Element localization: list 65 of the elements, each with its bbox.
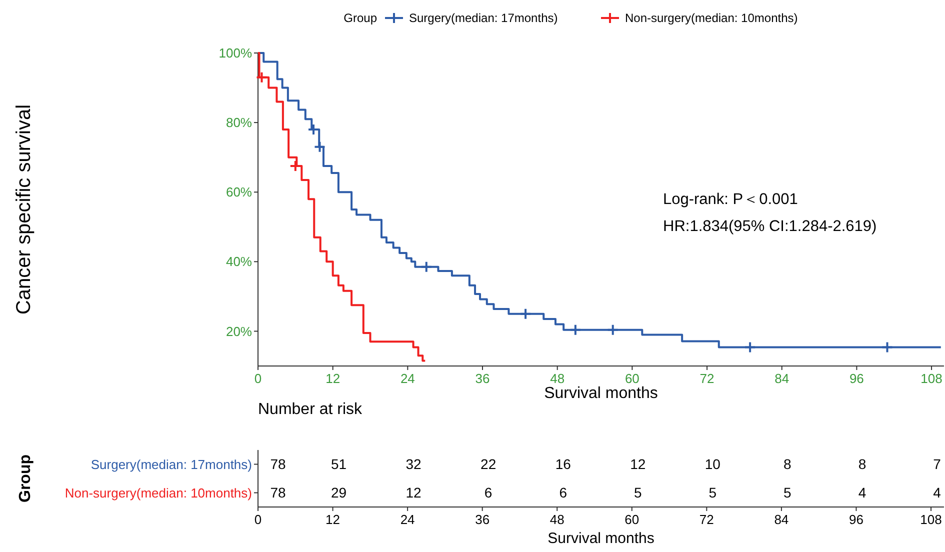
annotation: Log-rank: P＜0.001 xyxy=(663,191,798,208)
annotation: HR:1.834(95% CI:1.284-2.619) xyxy=(663,218,877,235)
data-label: 51 xyxy=(330,456,347,472)
data-label: 7 xyxy=(933,456,942,472)
point xyxy=(744,341,756,354)
data-label: 32 xyxy=(406,456,422,472)
x-tick-label: 60 xyxy=(624,371,640,386)
x-tick-label: 96 xyxy=(849,371,864,386)
point xyxy=(314,140,326,153)
y-tick-label: Non-surgery(median: 10months) xyxy=(64,485,252,500)
x-tick-label: 24 xyxy=(400,512,415,527)
x-tick-label: 0 xyxy=(254,512,262,527)
x-tick-label: 72 xyxy=(699,512,714,527)
y-tick-label: 40% xyxy=(226,254,252,270)
legend-label: Surgery(median: 17months) xyxy=(409,11,558,26)
x-tick-label: 12 xyxy=(326,512,340,527)
x-tick-label: 12 xyxy=(326,371,340,386)
point xyxy=(569,324,582,336)
x-tick-label: 48 xyxy=(550,371,565,386)
x-tick-label: 108 xyxy=(920,371,942,386)
point xyxy=(881,341,894,354)
x-tick-label: 84 xyxy=(774,371,790,386)
x-tick-label: 36 xyxy=(475,371,490,386)
point xyxy=(606,324,619,336)
y-axis-title: Cancer specific survival xyxy=(13,104,35,315)
x-tick-label: 0 xyxy=(254,371,262,386)
data-label: 12 xyxy=(630,456,646,472)
data-label: 5 xyxy=(784,484,792,501)
y-tick-label: Surgery(median: 17months) xyxy=(90,456,252,472)
y-tick-label: 60% xyxy=(226,184,252,200)
data-label: 78 xyxy=(270,484,286,501)
data-label: 4 xyxy=(933,484,942,501)
legend-label: Non-surgery(median: 10months) xyxy=(625,11,798,26)
x-tick-label: 48 xyxy=(550,512,564,527)
x-tick-label: 84 xyxy=(774,512,789,527)
point xyxy=(256,71,268,84)
x-tick-label: 96 xyxy=(848,512,864,527)
data-label: 10 xyxy=(704,456,721,472)
x-tick-label: 108 xyxy=(920,512,942,527)
data-label: 8 xyxy=(784,456,792,472)
point xyxy=(420,260,432,273)
data-label: 29 xyxy=(330,484,347,501)
x-axis-title: Survival months xyxy=(548,530,654,547)
y-axis-title: Group xyxy=(17,454,34,502)
data-label: 5 xyxy=(708,484,717,501)
data-label: 16 xyxy=(555,456,572,472)
y-tick-label: 80% xyxy=(226,115,252,130)
x-tick-label: 72 xyxy=(700,371,714,386)
data-label: 78 xyxy=(270,456,286,472)
legend-title: Group xyxy=(344,11,378,26)
data-label: 12 xyxy=(406,484,422,501)
x-tick-label: 36 xyxy=(475,512,490,527)
y-tick-label: 20% xyxy=(226,324,252,339)
x-tick-label: 60 xyxy=(624,512,640,527)
data-label: 22 xyxy=(480,456,496,472)
data-label: 8 xyxy=(858,456,866,472)
chart-title: Number at risk xyxy=(258,401,364,418)
x-axis-title: Survival months xyxy=(544,385,658,402)
data-label: 5 xyxy=(634,484,642,501)
x-tick-label: 24 xyxy=(400,371,415,386)
data-label: 4 xyxy=(858,484,866,501)
data-label: 6 xyxy=(484,484,492,501)
point xyxy=(520,308,532,320)
y-tick-label: 100% xyxy=(218,46,252,61)
data-label: 6 xyxy=(559,484,568,501)
